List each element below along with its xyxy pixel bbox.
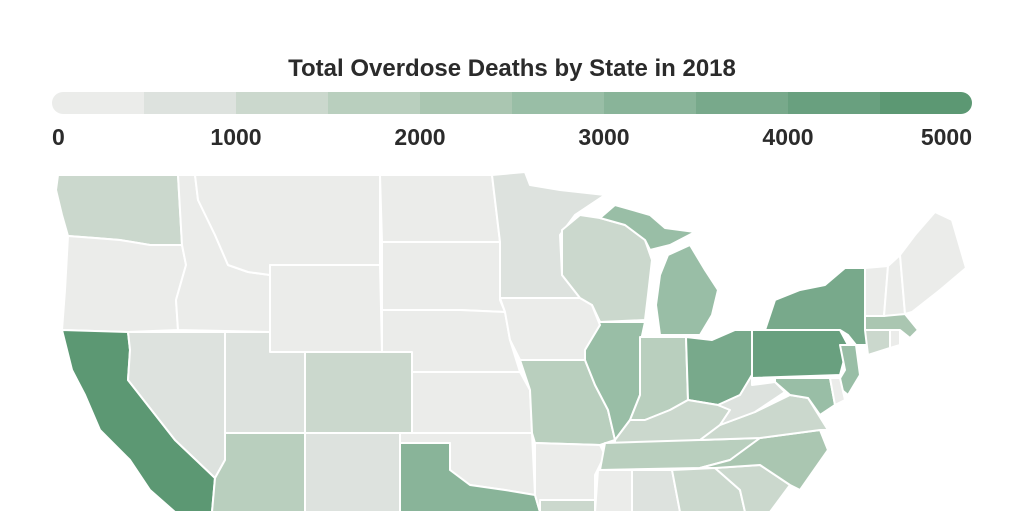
legend-tick-0: 0: [52, 124, 65, 150]
legend-segment-3: [328, 92, 420, 114]
legend-segment-8: [788, 92, 880, 114]
state-ND[interactable]: [379, 174, 501, 243]
color-legend-bar: [52, 92, 972, 114]
state-NM[interactable]: [304, 432, 401, 512]
state-AZ[interactable]: [211, 432, 306, 512]
state-AL[interactable]: [631, 469, 681, 512]
legend-segment-4: [420, 92, 512, 114]
legend-tick-3000: 3000: [578, 124, 630, 150]
state-ME[interactable]: [899, 211, 967, 315]
state-WA[interactable]: [55, 174, 183, 246]
map-title: Total Overdose Deaths by State in 2018: [288, 55, 736, 82]
legend-segment-1: [144, 92, 236, 114]
state-CT[interactable]: [864, 329, 891, 356]
state-PA[interactable]: [751, 329, 849, 379]
legend-segment-7: [696, 92, 788, 114]
state-AR[interactable]: [534, 442, 606, 512]
legend-segment-0: [52, 92, 144, 114]
state-RI[interactable]: [889, 329, 901, 349]
state-MT[interactable]: [194, 174, 381, 276]
legend-segment-9: [880, 92, 972, 114]
state-KS[interactable]: [411, 371, 533, 434]
state-OR[interactable]: [61, 235, 187, 333]
legend-tick-5000: 5000: [920, 124, 972, 150]
state-NC[interactable]: [699, 429, 829, 491]
legend-tick-4000: 4000: [762, 124, 814, 150]
state-WY[interactable]: [269, 264, 383, 353]
state-MI[interactable]: [599, 204, 719, 336]
legend-segment-5: [512, 92, 604, 114]
legend-segment-2: [236, 92, 328, 114]
legend-tick-1000: 1000: [210, 124, 262, 150]
legend-segment-6: [604, 92, 696, 114]
state-DE[interactable]: [829, 377, 846, 406]
state-MS[interactable]: [594, 469, 633, 512]
state-SD[interactable]: [381, 241, 506, 313]
legend-tick-2000: 2000: [394, 124, 446, 150]
state-LA[interactable]: [539, 499, 596, 512]
state-CO[interactable]: [304, 351, 413, 434]
state-TX[interactable]: [399, 442, 541, 512]
state-VA[interactable]: [699, 394, 829, 441]
